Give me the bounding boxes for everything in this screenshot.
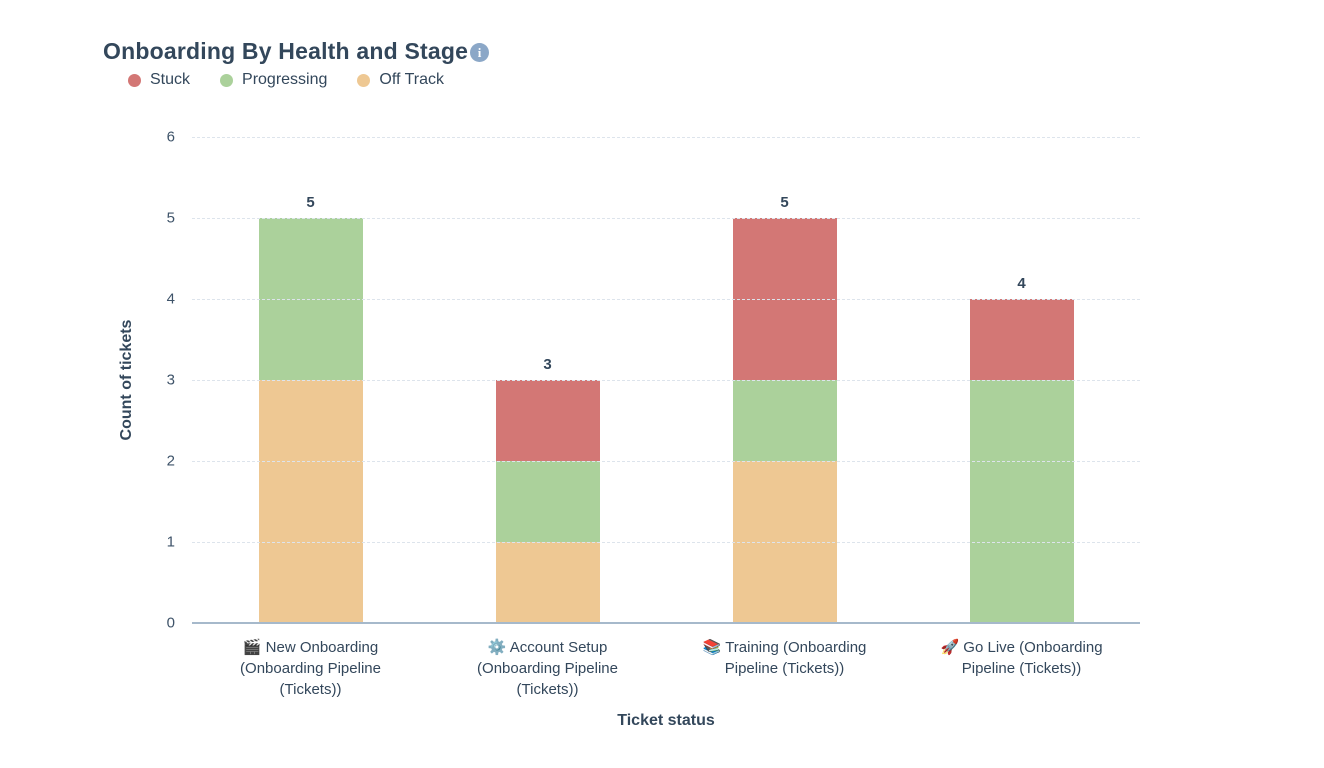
legend-dot-stuck xyxy=(128,73,141,87)
y-tick-label-2: 2 xyxy=(166,452,175,470)
rocket-icon: 🚀 xyxy=(940,639,964,656)
x-axis-title: Ticket status xyxy=(617,712,715,729)
bar-total-label: 5 xyxy=(306,194,315,211)
gridline-y-3 xyxy=(192,380,1140,381)
x-category-label-text: New Onboarding (Onboarding Pipeline (Tic… xyxy=(240,639,381,698)
y-tick-label-1: 1 xyxy=(166,533,175,551)
bar-segment-stuck[interactable] xyxy=(495,380,600,461)
x-category-label-text: Go Live (Onboarding Pipeline (Tickets)) xyxy=(961,639,1103,677)
plot-area: 5 3 5 4 xyxy=(192,137,1140,624)
legend-label: Off Track xyxy=(379,71,444,88)
clapper-board-icon: 🎬 xyxy=(242,639,266,656)
x-axis-category-labels: 🎬 New Onboarding (Onboarding Pipeline (T… xyxy=(192,637,1140,700)
bar-segment-stuck[interactable] xyxy=(969,299,1074,380)
y-tick-label-0: 0 xyxy=(166,614,175,632)
bar-stack xyxy=(732,218,837,623)
legend-label: Stuck xyxy=(150,71,191,88)
x-category-label-text: Account Setup (Onboarding Pipeline (Tick… xyxy=(477,639,618,698)
gridline-y-5 xyxy=(192,218,1140,219)
chart-header: Onboarding By Health and Stage i xyxy=(103,38,490,65)
gridline-y-1 xyxy=(192,542,1140,543)
y-tick-label-4: 4 xyxy=(166,290,175,308)
legend-dot-off-track xyxy=(357,73,371,87)
x-category-label: 📚 Training (Onboarding Pipeline (Tickets… xyxy=(666,637,903,700)
x-axis-line xyxy=(192,622,1140,624)
info-icon[interactable]: i xyxy=(470,43,490,62)
chart-legend: Stuck Progressing Off Track xyxy=(128,71,444,89)
bar-segment-off-track[interactable] xyxy=(258,380,363,623)
legend-dot-progressing xyxy=(220,73,234,87)
gear-icon: ⚙️ xyxy=(487,639,510,656)
books-icon: 📚 xyxy=(702,639,726,656)
bar-column-go-live: 4 xyxy=(903,137,1140,623)
gridline-y-2 xyxy=(192,461,1140,462)
chart-title: Onboarding By Health and Stage xyxy=(103,38,469,64)
bar-stack xyxy=(495,380,600,623)
bar-segment-off-track[interactable] xyxy=(495,542,600,623)
bar-column-account-setup: 3 xyxy=(429,137,666,623)
legend-item-stuck[interactable]: Stuck xyxy=(128,71,190,89)
y-tick-label-6: 6 xyxy=(166,128,175,146)
x-category-label-text: Training (Onboarding Pipeline (Tickets)) xyxy=(724,639,867,677)
y-tick-label-3: 3 xyxy=(166,371,175,389)
bar-segment-progressing[interactable] xyxy=(495,461,600,542)
x-category-label: 🎬 New Onboarding (Onboarding Pipeline (T… xyxy=(192,637,429,700)
bar-total-label: 3 xyxy=(543,356,552,373)
y-tick-label-5: 5 xyxy=(166,209,175,227)
legend-item-progressing[interactable]: Progressing xyxy=(220,71,327,89)
gridline-y-6 xyxy=(192,137,1140,138)
x-category-label: 🚀 Go Live (Onboarding Pipeline (Tickets)… xyxy=(903,637,1140,700)
legend-item-off-track[interactable]: Off Track xyxy=(357,71,444,89)
bar-column-new-onboarding: 5 xyxy=(192,137,429,623)
x-category-label: ⚙️ Account Setup (Onboarding Pipeline (T… xyxy=(429,637,666,700)
legend-label: Progressing xyxy=(242,71,328,88)
bar-stack xyxy=(258,218,363,623)
y-axis-ticks: 0 1 2 3 4 5 6 xyxy=(120,129,175,632)
bar-segment-progressing[interactable] xyxy=(969,380,1074,623)
bar-total-label: 5 xyxy=(780,194,789,211)
bar-total-label: 4 xyxy=(1017,275,1026,292)
bar-segment-progressing[interactable] xyxy=(732,380,837,461)
gridline-y-4 xyxy=(192,299,1140,300)
bar-stack xyxy=(969,299,1074,623)
